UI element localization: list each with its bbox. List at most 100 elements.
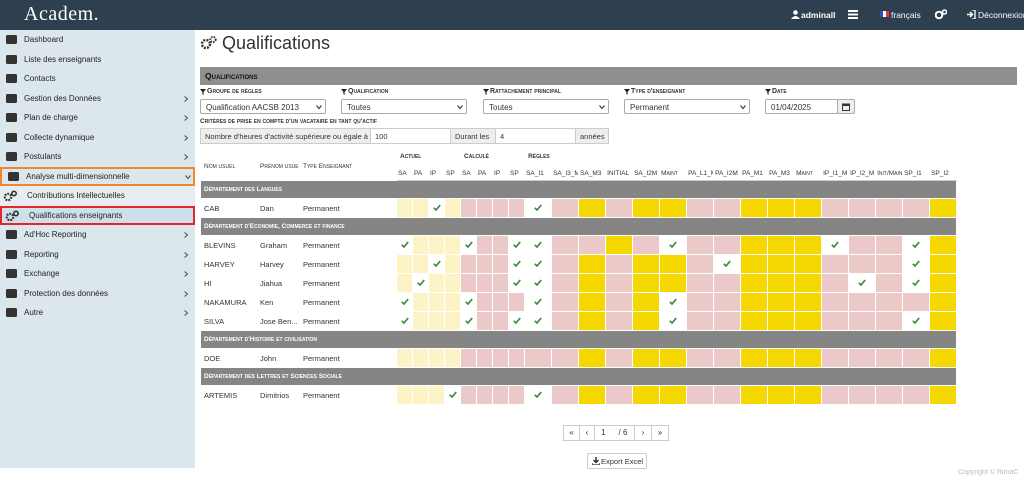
- subcolumn-header: IP_I1_M: [822, 166, 849, 181]
- status-cell: [741, 312, 768, 331]
- status-cell: [714, 293, 741, 312]
- chevron: [183, 252, 189, 258]
- menu-item[interactable]: Postulants: [0, 147, 195, 167]
- chevron: [183, 115, 189, 121]
- teacher-prenom: Dimitrios: [257, 386, 300, 405]
- panel-header: Qualifications: [200, 67, 1017, 85]
- status-cell: [930, 274, 957, 293]
- teacher-row[interactable]: BLEVINSGrahamPermanent: [201, 236, 957, 255]
- teacher-prenom: Ken: [257, 293, 300, 312]
- teacher-type: Permanent: [300, 199, 397, 218]
- filter-value: Permanent: [630, 103, 669, 112]
- menu-item[interactable]: Reporting: [0, 245, 195, 265]
- filter-icon: [483, 89, 489, 95]
- check-icon: [534, 260, 542, 267]
- first-page[interactable]: «: [563, 425, 580, 441]
- status-cell: [930, 236, 957, 255]
- check-shape: [913, 318, 919, 323]
- menu-item[interactable]: Plan de charge: [0, 108, 195, 128]
- select[interactable]: Qualification AACSB 2013: [200, 99, 326, 114]
- teacher-row[interactable]: HARVEYHarveyPermanent: [201, 255, 957, 274]
- subcolumn-header: IP: [493, 166, 509, 181]
- status-cell: [930, 255, 957, 274]
- menu-icon: [5, 268, 19, 280]
- check-icon: [465, 317, 473, 324]
- select[interactable]: Permanent: [624, 99, 750, 114]
- teacher-nom: NAKAMURA: [201, 293, 257, 312]
- menu-label: Qualifications enseignants: [29, 211, 122, 220]
- status-cell: [509, 386, 525, 405]
- subcolumn-header: SA_I2M: [633, 166, 660, 181]
- menu-item[interactable]: Analyse multi-dimensionnelle: [0, 167, 195, 187]
- select[interactable]: Toutes: [483, 99, 609, 114]
- teacher-row[interactable]: DOEJohnPermanent: [201, 349, 957, 368]
- calendar-button[interactable]: [837, 99, 855, 114]
- menu-item[interactable]: Liste des enseignants: [0, 50, 195, 70]
- status-cell: [429, 274, 445, 293]
- years-input[interactable]: 4: [495, 128, 576, 144]
- check-icon: [534, 298, 542, 305]
- menu-item[interactable]: Contributions Intellectuelles: [0, 186, 195, 206]
- user-menu[interactable]: adminall: [801, 10, 835, 20]
- teacher-row[interactable]: CABDanPermanent: [201, 199, 957, 218]
- check-shape: [724, 261, 730, 266]
- check-icon: [912, 317, 920, 324]
- menu-item[interactable]: Collecte dynamique: [0, 128, 195, 148]
- menu-item[interactable]: Gestion des Données: [0, 89, 195, 109]
- teacher-type: Permanent: [300, 255, 397, 274]
- menu-item[interactable]: Autre: [0, 303, 195, 323]
- list-icon[interactable]: [848, 10, 858, 19]
- language-menu[interactable]: français: [891, 10, 921, 20]
- status-cell: [768, 255, 795, 274]
- hours-input[interactable]: 100: [370, 128, 451, 144]
- status-cell: [687, 293, 714, 312]
- page-number[interactable]: 1: [594, 425, 613, 441]
- status-cell: [930, 293, 957, 312]
- status-cell: [687, 236, 714, 255]
- filter-label: Rattachement principal: [490, 88, 561, 95]
- status-cell: [741, 293, 768, 312]
- status-cell: [633, 236, 660, 255]
- menu-item[interactable]: Protection des données: [0, 284, 195, 304]
- menu-label: Analyse multi-dimensionnelle: [26, 172, 130, 181]
- menu-item[interactable]: Qualifications enseignants: [0, 206, 195, 226]
- logout-icon[interactable]: [966, 10, 976, 19]
- check-icon: [401, 298, 409, 305]
- menu-label: Autre: [24, 308, 43, 317]
- menu-item[interactable]: Contacts: [0, 69, 195, 89]
- menu-item[interactable]: Exchange: [0, 264, 195, 284]
- check-shape: [465, 299, 471, 304]
- status-cell: [903, 274, 930, 293]
- status-cell: [930, 312, 957, 331]
- status-cell: [429, 312, 445, 331]
- last-page[interactable]: »: [651, 425, 669, 441]
- chevron: [183, 135, 189, 141]
- teacher-nom: BLEVINS: [201, 236, 257, 255]
- menu-item[interactable]: Dashboard: [0, 30, 195, 50]
- icon-shape: [624, 89, 630, 95]
- teacher-row[interactable]: HIJiahuaPermanent: [201, 274, 957, 293]
- logo[interactable]: Academ.: [24, 3, 99, 26]
- status-cell: [660, 236, 687, 255]
- menu-item[interactable]: Ad'Hoc Reporting: [0, 225, 195, 245]
- status-cell: [413, 312, 429, 331]
- status-cell: [606, 293, 633, 312]
- status-cell: [822, 274, 849, 293]
- date-input[interactable]: 01/04/2025: [765, 99, 838, 114]
- export-button[interactable]: Export Excel: [587, 453, 647, 469]
- teacher-row[interactable]: ARTEMISDimitriosPermanent: [201, 386, 957, 405]
- prev-page[interactable]: ‹: [579, 425, 595, 441]
- teacher-row[interactable]: NAKAMURAKenPermanent: [201, 293, 957, 312]
- status-cell: [445, 349, 461, 368]
- next-page[interactable]: ›: [634, 425, 652, 441]
- teacher-row[interactable]: SILVAJose Ben...Permanent: [201, 312, 957, 331]
- check-icon: [858, 279, 866, 286]
- chevron-shape: [185, 252, 188, 257]
- status-cell: [849, 293, 876, 312]
- status-cell: [413, 255, 429, 274]
- logout-link[interactable]: Déconnexion: [978, 10, 1024, 20]
- settings-icon[interactable]: [935, 9, 947, 20]
- select[interactable]: Toutes: [341, 99, 467, 114]
- chevron: [183, 232, 189, 238]
- icon-shape: [843, 104, 850, 106]
